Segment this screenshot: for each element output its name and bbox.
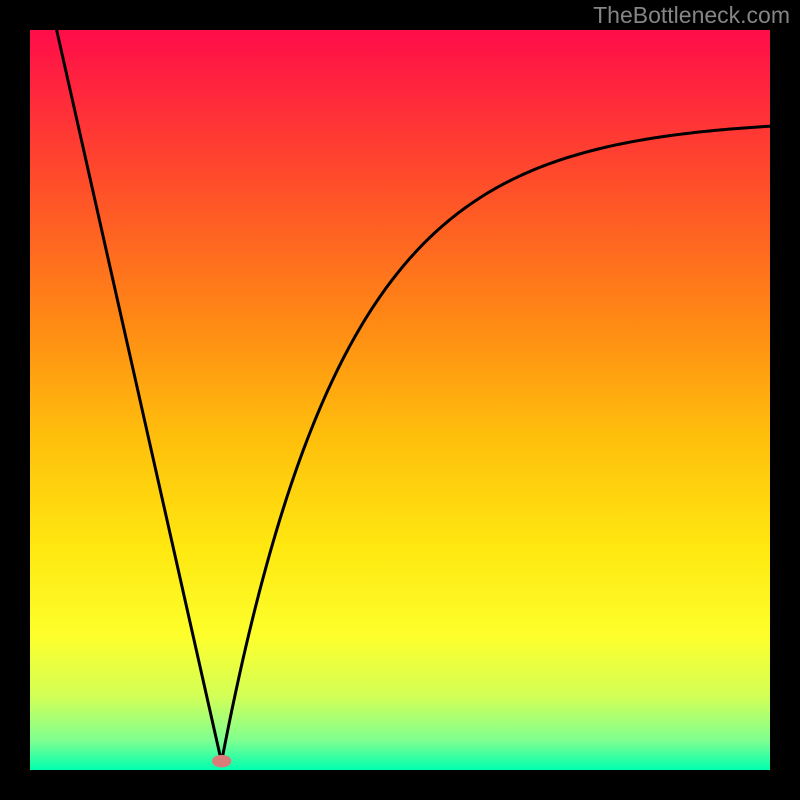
bottleneck-curve-plot — [30, 30, 770, 770]
watermark-text: TheBottleneck.com — [593, 2, 790, 29]
chart-frame: TheBottleneck.com — [0, 0, 800, 800]
minimum-marker — [212, 755, 231, 768]
